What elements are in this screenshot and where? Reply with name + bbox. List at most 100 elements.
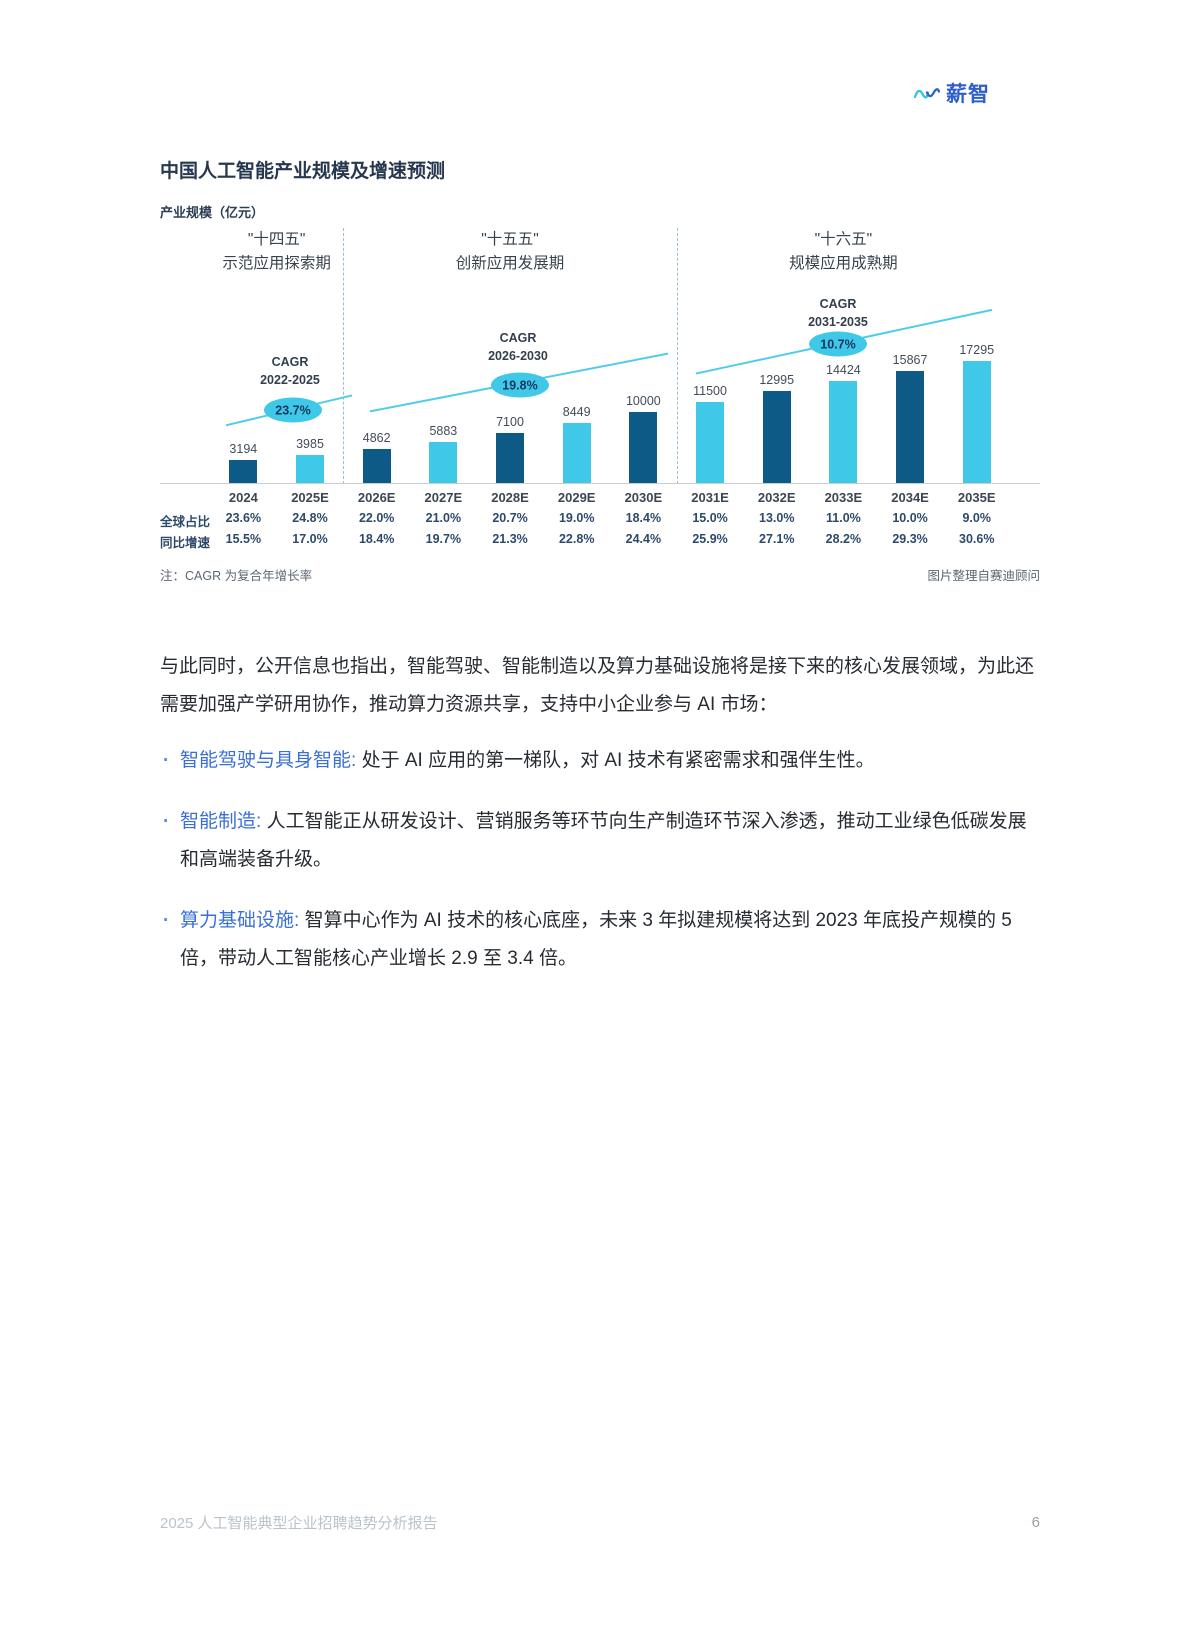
data-row-cell: 15.5%: [225, 532, 262, 546]
bar: [362, 449, 391, 483]
bar-column: 8449: [543, 405, 610, 483]
cagr-value-badge: 19.8%: [491, 372, 549, 398]
cagr-value-badge: 23.7%: [264, 397, 322, 423]
bullet-item: 智能制造: 人工智能正从研发设计、营销服务等环节向生产制造环节深入渗透，推动工业…: [160, 803, 1044, 879]
data-row-cell: 17.0%: [292, 532, 328, 546]
data-row-cell: 18.4%: [625, 511, 662, 525]
cagr-annotation: CAGR 2022-2025: [260, 355, 320, 387]
bar: [829, 381, 858, 483]
bar-value-label: 3194: [229, 442, 258, 456]
bar-value-label: 12995: [759, 373, 795, 387]
phase-header: "十六五" 规模应用成熟期: [677, 228, 1010, 276]
data-row-cell: 24.4%: [625, 532, 662, 546]
bullet-text: 智算中心作为 AI 技术的核心底座，未来 3 年拟建规模将达到 2023 年底投…: [180, 910, 1012, 969]
data-row-cell: 25.9%: [692, 532, 728, 546]
bar: [429, 442, 458, 483]
bar-column: 4862: [343, 431, 410, 483]
x-axis-label: 2031E: [691, 490, 729, 505]
bar: [629, 412, 658, 483]
axis-unit-label: 产业规模（亿元）: [160, 205, 265, 220]
bar-value-label: 15867: [892, 353, 928, 367]
bar-value-label: 11500: [693, 384, 727, 398]
data-row-cell: 11.0%: [826, 511, 861, 525]
data-row-cell: 19.0%: [558, 511, 595, 525]
data-row: 全球占比 23.6% 24.8% 22.0% 21.0% 20.7% 19.0% 18.4% 1…: [160, 511, 1040, 530]
phase-name: "十五五": [481, 231, 539, 248]
data-row-cell: 19.7%: [425, 532, 462, 546]
phase-subtitle: 创新应用发展期: [455, 255, 565, 273]
data-row-cell: 21.3%: [492, 532, 528, 546]
data-row-cell: 28.2%: [825, 532, 862, 546]
chart-plot: 3194 3985 4862 5883 7100 8449 10000 11500 12995 1…: [160, 284, 1040, 484]
x-axis-label: 2029E: [557, 490, 596, 505]
cagr-annotation: CAGR 2031-2035: [808, 297, 868, 329]
data-row-cell: 24.8%: [292, 511, 328, 525]
bar-column: 11500: [677, 384, 744, 483]
page-footer: 2025 人工智能典型企业招聘趋势分析报告 6: [160, 1512, 1040, 1533]
data-row-label: 全球占比: [160, 515, 211, 529]
bullet-head: 智能驾驶与具身智能:: [180, 750, 362, 771]
footer-title: 2025 人工智能典型企业招聘趋势分析报告: [160, 1515, 438, 1532]
phase-subtitle: 示范应用探索期: [222, 255, 331, 273]
phase-headers: "十四五" 示范应用探索期 "十五五" 创新应用发展期 "十六五" 规模应用成熟期: [160, 228, 1040, 284]
bar-value-label: 8449: [562, 405, 591, 419]
data-row-cell: 22.8%: [558, 532, 595, 546]
data-row-cell: 18.4%: [358, 532, 395, 546]
data-row-cell: 15.0%: [692, 511, 728, 525]
chart-notes: 注：CAGR 为复合年增长率 图片整理自赛迪顾问: [160, 565, 1040, 584]
data-row-cell: 9.0%: [962, 511, 991, 525]
phase-header: "十四五" 示范应用探索期: [210, 228, 343, 276]
bar-value-label: 4862: [362, 431, 391, 445]
data-row-cell: 22.0%: [358, 511, 395, 525]
bar-value-label: 10000: [625, 394, 661, 408]
bar-column: 12995: [743, 373, 810, 483]
bar-value-label: 3985: [296, 437, 324, 451]
x-axis-label: 2035E: [957, 490, 996, 505]
phase-name: "十六五": [814, 231, 873, 248]
x-axis-label: 2024: [228, 490, 258, 505]
section-title: 中国人工智能产业规模及增速预测: [160, 161, 446, 182]
bar-column: 14424: [810, 363, 877, 483]
brand-name: 薪智: [946, 83, 990, 106]
bar-column: 3985: [277, 437, 344, 483]
data-row-label: 同比增速: [160, 536, 211, 550]
bar-value-label: 14424: [826, 363, 861, 377]
bar-column: 17295: [943, 343, 1010, 483]
x-axis-label: 2027E: [424, 490, 463, 505]
x-axis-label: 2028E: [491, 490, 529, 505]
bar: [496, 433, 525, 483]
chart-note: 注：CAGR 为复合年增长率: [160, 569, 313, 583]
bar-column: 7100: [477, 415, 544, 483]
bar-value-label: 7100: [496, 415, 524, 429]
bar-column: 3194: [210, 442, 277, 483]
phase-name: "十四五": [247, 231, 306, 248]
phase-divider-1: [343, 228, 345, 484]
bar-column: 5883: [410, 424, 477, 483]
bullet-text: 处于 AI 应用的第一梯队，对 AI 技术有紧密需求和强伴生性。: [361, 750, 875, 771]
bar-column: 10000: [610, 394, 677, 483]
data-rows: 全球占比 23.6% 24.8% 22.0% 21.0% 20.7% 19.0% 18.4% 1…: [160, 511, 1040, 551]
bullet-item: 算力基础设施: 智算中心作为 AI 技术的核心底座，未来 3 年拟建规模将达到 …: [160, 902, 1044, 978]
bar-value-label: 5883: [429, 424, 458, 438]
x-axis-label: 2025E: [291, 490, 329, 505]
data-row-cell: 29.3%: [892, 532, 928, 546]
bar: [896, 371, 925, 483]
bar: [696, 402, 725, 483]
bar-value-label: 17295: [959, 343, 995, 357]
x-axis-labels: 2024 2025E 2026E 2027E 2028E 2029E 2030E 2031E 2…: [160, 490, 1040, 505]
wave-logo-icon: [914, 88, 940, 99]
bullet-item: 智能驾驶与具身智能: 处于 AI 应用的第一梯队，对 AI 技术有紧密需求和强伴…: [160, 742, 1044, 780]
x-axis-label: 2030E: [624, 490, 663, 505]
chart-source: 图片整理自赛迪顾问: [927, 569, 1040, 583]
data-row-cell: 21.0%: [425, 511, 462, 525]
bar: [562, 423, 591, 483]
phase-header: "十五五" 创新应用发展期: [343, 228, 676, 276]
page-number: 6: [1031, 1514, 1040, 1531]
brand-logo: 薪智: [914, 78, 990, 108]
x-axis-label: 2034E: [891, 490, 929, 505]
bullet-text: 人工智能正从研发设计、营销服务等环节向生产制造环节深入渗透，推动工业绿色低碳发展…: [180, 811, 1027, 870]
x-axis-label: 2026E: [357, 490, 396, 505]
bar: [762, 391, 791, 483]
data-row: 同比增速 15.5% 17.0% 18.4% 19.7% 21.3% 22.8% 24.4% 2…: [160, 532, 1040, 551]
